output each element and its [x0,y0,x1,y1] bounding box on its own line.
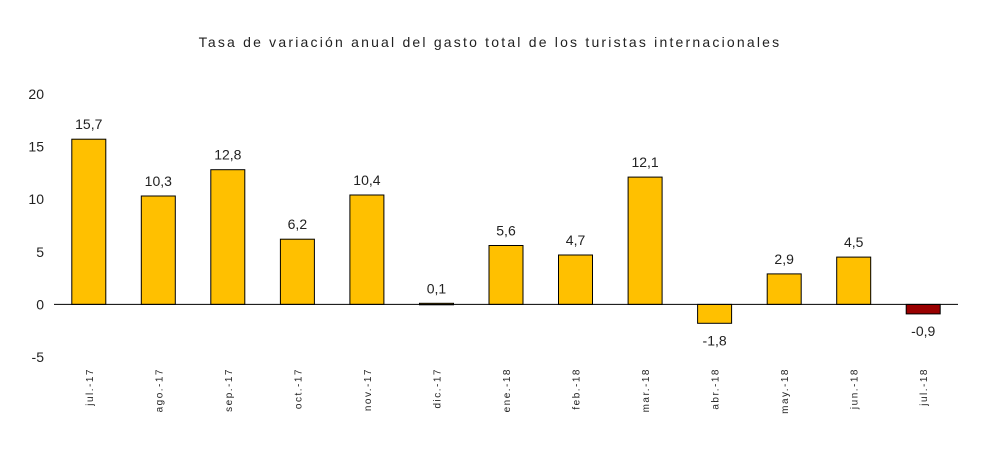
category-labels: jul.-17 ago.-17 sep.-17 oct.-17 nov.-17 dic.-… [85,368,930,414]
y-tick-label: 5 [36,244,44,260]
bar-value-label: 2,9 [774,251,794,267]
bar-value-label: 12,8 [214,147,241,163]
bar-value-label: 4,7 [566,232,586,248]
x-category-label: abr.-18 [711,368,722,410]
x-category-label: mar.-18 [641,368,652,412]
bar [140,195,176,305]
bar-value-label: 0,1 [427,280,447,296]
bar [210,169,246,305]
x-category-label: may.-18 [780,368,791,414]
x-category-label: ago.-17 [154,368,165,412]
bar [349,194,385,305]
data-labels: 15,7 10,3 12,8 6,2 10,4 0,1 5,6 4,7 12,1 -1,8 2,9 4… [75,116,935,348]
bar [905,303,941,315]
bar [836,256,872,305]
bar-value-label: 15,7 [75,116,102,132]
bar [766,273,802,305]
bar [558,254,593,305]
x-category-label: dic.-17 [433,368,444,409]
y-axis-ticks: 20 15 10 5 0 -5 [28,86,44,365]
bar [71,138,107,305]
bar [697,303,733,324]
bar [627,176,663,305]
bar-value-label: 4,5 [844,234,864,250]
bar-value-label: 12,1 [631,154,658,170]
x-category-label: jul.-17 [85,368,96,407]
bar-value-label: 5,6 [496,223,516,239]
bar-value-label: -0,9 [911,323,935,339]
y-tick-label: 10 [28,191,44,207]
bar-value-label: 10,3 [145,173,172,189]
x-category-label: ene.-18 [502,368,513,412]
y-tick-label: 20 [28,86,44,102]
y-tick-label: -5 [32,349,45,365]
x-category-label: sep.-17 [224,368,235,412]
x-category-label: jun.-18 [850,368,861,410]
x-category-label: nov.-17 [363,368,374,411]
chart-title: Tasa de variación anual del gasto total … [198,34,782,50]
y-tick-label: 15 [28,139,44,155]
bar-value-label: 6,2 [288,216,308,232]
y-tick-label: 0 [36,296,44,312]
bar [488,245,524,305]
x-category-label: jul.-18 [919,368,930,407]
bar [279,238,315,305]
x-category-label: oct.-17 [293,368,304,409]
bars [71,138,941,324]
bar-value-label: 10,4 [353,172,380,188]
x-category-label: feb.-18 [572,368,583,410]
bar-value-label: -1,8 [703,332,727,348]
